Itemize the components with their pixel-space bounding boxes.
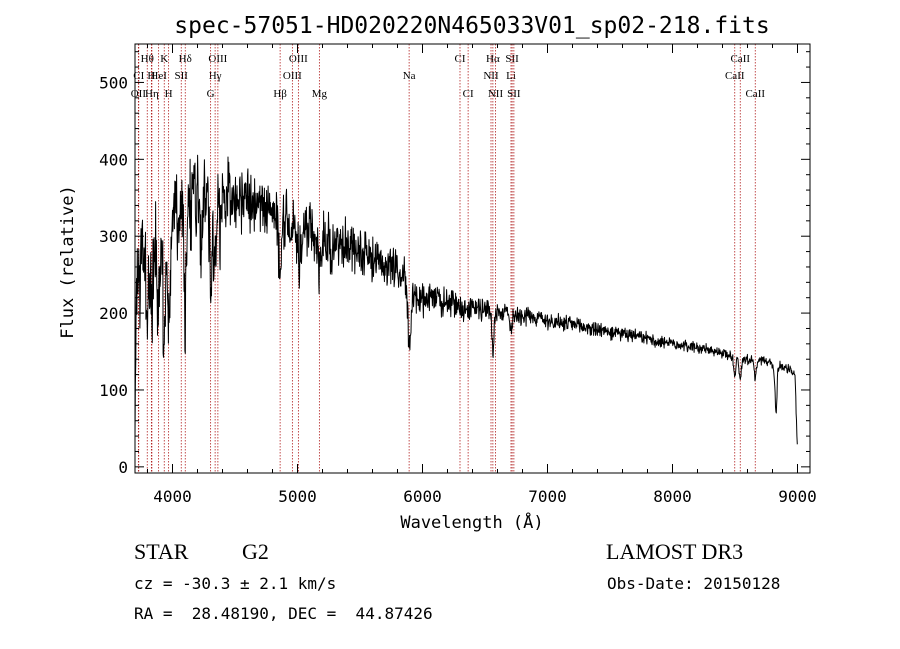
spectrum-trace [134,154,798,445]
line-marker-label: Hγ [209,70,222,82]
line-marker-label: HeI [150,70,167,82]
line-marker-label: Li [506,70,516,82]
observation-date: Obs-Date: 20150128 [607,574,781,593]
x-tick-label: 4000 [153,487,192,506]
line-marker-label: H [165,88,173,100]
survey-release: LAMOST DR3 [606,539,744,564]
x-tick-label: 9000 [778,487,817,506]
redshift-velocity: cz = -30.3 ± 2.1 km/s [134,574,337,593]
object-subclass: G2 [242,539,269,564]
plot-frame [134,43,811,474]
line-marker-label: Hα [486,53,500,65]
x-tick-label: 8000 [653,487,692,506]
line-marker-label: Mg [312,88,328,100]
chart-title: spec-57051-HD020220N465033V01_sp02-218.f… [174,13,769,39]
line-marker-label: OIII [208,53,227,65]
line-marker-label: K [160,53,168,65]
y-tick-label: 400 [99,150,128,169]
line-marker-label: H [147,70,155,82]
axis-layer: 4000 5000 6000 7000 8000 9000 0 100 200 300 400 500 [99,44,817,506]
line-marker-label: NII [483,70,499,82]
line-marker-label: CI [455,53,466,65]
line-marker-label: Hη [145,88,159,100]
line-marker-label: G [207,88,215,100]
x-tick-label: 6000 [403,487,442,506]
line-marker-label: CaII [730,53,750,65]
line-marker-label: OIII [283,70,302,82]
line-marker-label: CaII [725,70,745,82]
y-tick-label: 500 [99,73,128,92]
line-marker-label: CaII [745,88,765,100]
y-axis-label: Flux (relative) [58,185,78,339]
line-marker-label: OIII [289,53,308,65]
line-marker-label: SII [505,53,519,65]
line-marker-label: NII [488,88,504,100]
line-marker-label: Na [403,70,416,82]
ra-dec-coordinates: RA = 28.48190, DEC = 44.87426 [134,604,433,623]
spectrum-layer [134,154,798,445]
y-tick-label: 0 [118,458,128,477]
x-axis-label: Wavelength (Å) [400,511,543,533]
y-tick-label: 100 [99,381,128,400]
object-class: STAR [134,539,189,564]
line-marker-label: CI [463,88,474,100]
line-marker-label: Hβ [273,88,287,100]
line-marker-label: SII [507,88,521,100]
x-tick-label: 7000 [528,487,567,506]
line-marker-label: Hθ [141,53,154,65]
line-marker-label: SII [175,70,189,82]
y-tick-label: 300 [99,227,128,246]
x-tick-label: 5000 [278,487,317,506]
y-tick-label: 200 [99,304,128,323]
line-marker-label: CI [133,70,144,82]
line-marker-label: Hδ [179,53,192,65]
